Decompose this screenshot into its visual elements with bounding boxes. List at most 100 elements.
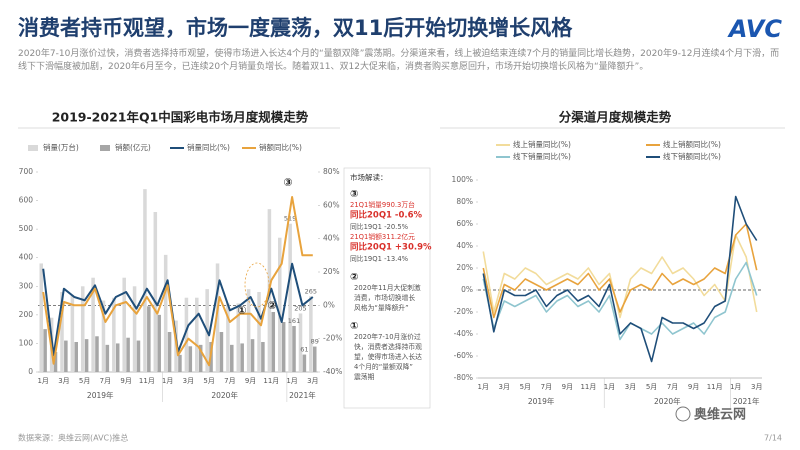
annotation-marker: ③	[350, 189, 358, 200]
x-tick-label: 5月	[79, 377, 90, 385]
legend-swatch	[100, 145, 110, 151]
x-tick-label: 11月	[707, 383, 723, 391]
bar	[230, 344, 234, 372]
y-tick-label: 80%	[456, 197, 473, 206]
bar	[84, 339, 89, 372]
bar	[240, 343, 244, 372]
x-tick-label: 7月	[224, 377, 235, 385]
y-tick-label: -80%	[454, 373, 473, 382]
legend-label: 销额(亿元)	[115, 142, 151, 152]
y-tick-label: -40%	[454, 329, 473, 338]
x-tick-label: 1月	[478, 383, 489, 391]
bar	[219, 332, 224, 372]
legend-label: 销量同比(%)	[187, 142, 230, 152]
bar	[288, 223, 292, 372]
bar	[132, 286, 137, 372]
x-tick-label: 9月	[245, 377, 256, 385]
bar	[70, 294, 75, 372]
bar	[312, 346, 317, 372]
callout-marker: ①	[237, 304, 246, 317]
line	[482, 261, 758, 341]
annotation-text: 风格为“量降额升”	[354, 303, 409, 312]
bar	[157, 314, 161, 372]
data-label: 61	[300, 346, 308, 354]
y-tick-label: 60%	[456, 219, 473, 228]
callout-marker: ③	[283, 176, 292, 189]
bar	[115, 343, 120, 372]
legend-label: 线下销量同比(%)	[513, 151, 571, 161]
line	[42, 196, 313, 367]
bar	[215, 263, 220, 372]
bar	[60, 292, 64, 372]
line	[482, 234, 758, 319]
y-tick-label: 400	[19, 253, 34, 262]
annotation-marker: ①	[350, 321, 358, 332]
x-tick-label: 7月	[667, 383, 678, 391]
y-tick-label: 200	[19, 310, 34, 319]
watermark: 奥维云网	[694, 407, 746, 423]
y-tick-label: 600	[19, 196, 34, 205]
y2-tick-label: 60%	[323, 200, 340, 209]
bar	[271, 312, 276, 372]
slide-title: 消费者持币观望，市场一度震荡，双11后开始切换增长风格	[18, 16, 573, 40]
data-label: 265	[305, 287, 317, 295]
x-tick-label: 7月	[100, 377, 111, 385]
annotation-text: 同比20Q1 -0.6%	[350, 210, 423, 221]
x-tick-label: 9月	[688, 383, 699, 391]
y2-tick-label: 80%	[323, 167, 340, 176]
bar	[39, 263, 44, 372]
y-tick-label: 100%	[452, 175, 473, 184]
callout-ring	[244, 262, 270, 308]
y2-tick-label: -20%	[323, 334, 342, 343]
x-tick-label: 3月	[183, 377, 194, 385]
legend-label: 销量(万台)	[43, 142, 79, 152]
x-tick-label: 1月	[286, 377, 297, 385]
bar	[91, 277, 95, 372]
x-tick-label: 3月	[307, 377, 318, 385]
line	[482, 195, 758, 363]
bar	[302, 354, 307, 372]
annotation-text: 2020年7-10月涨价过	[354, 332, 421, 341]
bar	[309, 296, 313, 372]
x-tick-label: 1月	[604, 383, 615, 391]
bar	[153, 212, 158, 372]
data-label: 89	[311, 338, 319, 346]
data-label: 519	[284, 215, 296, 223]
annotation-text: 震荡期	[354, 372, 375, 381]
legend-label: 销额同比(%)	[259, 142, 302, 152]
bar	[122, 277, 126, 372]
source: 数据来源：奥维云网(AVC)推总	[18, 433, 128, 443]
x-tick-label: 9月	[120, 377, 131, 385]
bar	[147, 306, 151, 372]
x-tick-label: 3月	[58, 377, 69, 385]
x-tick-label: 3月	[625, 383, 636, 391]
bar	[178, 354, 182, 372]
bar	[246, 289, 251, 372]
x-tick-label: 7月	[541, 383, 552, 391]
x-tick-label: 9月	[562, 383, 573, 391]
y-tick-label: 20%	[456, 263, 473, 272]
bar	[278, 237, 282, 372]
legend-label: 线下销额同比(%)	[663, 151, 721, 161]
chart-title: 2019-2021年Q1中国彩电市场月度规模走势	[52, 110, 309, 125]
x-tick-label: 5月	[203, 377, 214, 385]
x-tick-label: 3月	[751, 383, 762, 391]
y-tick-label: -20%	[454, 307, 473, 316]
annotation-text: 同比19Q1 -13.4%	[350, 254, 409, 263]
bar	[112, 297, 116, 372]
bar	[184, 297, 189, 372]
bar	[136, 340, 141, 372]
legend-swatch	[28, 145, 38, 151]
y2-tick-label: -40%	[323, 367, 342, 376]
bar	[74, 342, 78, 372]
bar	[167, 332, 172, 372]
legend-label: 线上销额同比(%)	[663, 139, 721, 149]
y-tick-label: 0%	[461, 285, 473, 294]
bar	[281, 322, 286, 372]
y2-tick-label: 20%	[323, 267, 340, 276]
bar	[188, 346, 193, 372]
bar	[101, 300, 106, 372]
legend-label: 线上销量同比(%)	[513, 139, 571, 149]
y-tick-label: 500	[19, 224, 34, 233]
